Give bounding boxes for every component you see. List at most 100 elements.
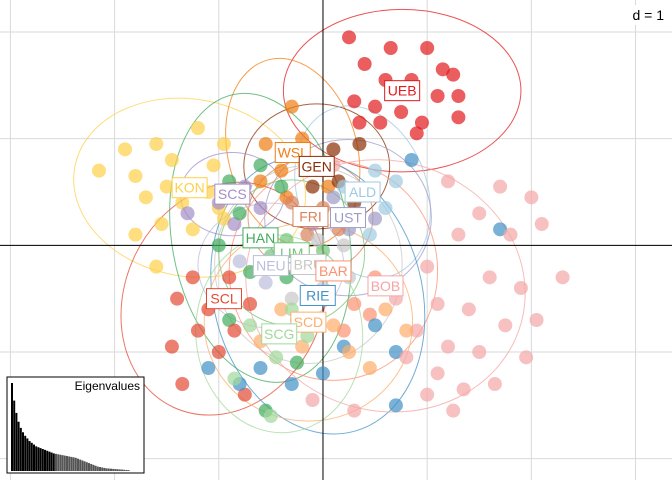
point-ueb — [352, 115, 367, 130]
point-scl — [211, 345, 226, 359]
point-rie — [388, 398, 403, 413]
point-rie — [253, 361, 268, 375]
point-scd — [274, 302, 289, 317]
eigenvalue-bar — [125, 469, 128, 471]
label-box-ueb — [384, 80, 421, 102]
eigenvalue-bar — [63, 455, 66, 471]
point-ueb — [394, 105, 409, 119]
point-ust — [368, 211, 383, 226]
point-scg — [263, 409, 278, 423]
point-ueb — [435, 62, 450, 77]
point-fri — [300, 227, 315, 242]
point-kon — [138, 190, 153, 205]
label-scg: SCG — [261, 323, 298, 345]
point-bob — [503, 227, 518, 242]
point-rie — [388, 345, 403, 359]
point-han — [232, 206, 247, 221]
point-kon — [154, 217, 169, 231]
eigenvalue-bar — [35, 446, 38, 471]
label-text-scg: SCG — [264, 326, 294, 342]
point-bob — [472, 345, 487, 359]
point-kon — [206, 158, 221, 173]
point-bob — [420, 387, 435, 402]
point-ueb — [430, 89, 445, 103]
eigenvalue-bar — [52, 453, 55, 471]
point-ueb — [373, 115, 388, 130]
point-rie — [368, 318, 383, 333]
point-bob — [461, 302, 476, 317]
point-bob — [430, 366, 445, 381]
label-text-scl: SCL — [210, 291, 237, 307]
eigenvalue-bar — [72, 457, 75, 471]
eigenvalue-bar — [92, 464, 95, 471]
point-kon — [118, 142, 133, 157]
eigenvalue-bar — [101, 467, 104, 471]
label-bob: BOB — [367, 275, 404, 297]
point-bob — [482, 270, 497, 285]
point-scl — [243, 297, 258, 311]
point-scl — [222, 270, 237, 285]
label-box-neu — [252, 255, 289, 277]
label-ust: UST — [329, 207, 366, 229]
point-rie — [493, 222, 508, 237]
eigenvalue-bar — [114, 469, 117, 471]
point-bob — [519, 350, 534, 365]
eigenvalue-bar — [11, 383, 13, 471]
point-bar — [336, 323, 351, 338]
point-scs — [253, 201, 268, 215]
label-box-bob — [367, 275, 404, 297]
point-scd — [295, 339, 310, 354]
label-box-han — [242, 227, 279, 249]
point-ueb — [420, 41, 435, 55]
point-kon — [217, 137, 231, 151]
label-box-kon — [171, 177, 208, 199]
point-bob — [446, 403, 461, 418]
point-scg — [269, 350, 284, 365]
label-text-fri: FRI — [299, 209, 322, 225]
point-kon — [91, 163, 106, 178]
label-text-kon: KON — [174, 180, 204, 196]
label-text-ald: ALD — [349, 184, 376, 200]
eigenvalue-bar — [110, 468, 112, 471]
eigenvalue-bar — [88, 463, 90, 471]
point-kon — [149, 137, 164, 151]
eigenvalues-title: Eigenvalues — [75, 379, 140, 393]
label-text-rie: RIE — [306, 287, 329, 303]
point-ueb — [383, 41, 398, 55]
label-box-rie — [299, 284, 336, 306]
eigenvalue-bar — [19, 427, 22, 471]
label-box-gen — [298, 155, 335, 177]
label-box-scg — [261, 323, 298, 345]
eigenvalue-bar — [48, 451, 51, 471]
point-neu — [258, 275, 273, 290]
eigenvalue-bar — [116, 469, 119, 471]
point-ueb — [451, 110, 466, 125]
point-scs — [227, 217, 242, 231]
eigenvalue-bar — [85, 462, 88, 471]
point-han — [222, 313, 237, 327]
eigenvalue-bar — [33, 444, 35, 471]
point-bru — [310, 233, 325, 247]
eigenvalue-bar — [77, 458, 79, 471]
label-fri: FRI — [292, 206, 329, 228]
point-bob — [305, 393, 320, 407]
eigenvalue-bar — [17, 421, 20, 471]
point-scl — [170, 291, 185, 306]
point-ald — [388, 174, 403, 189]
eigenvalue-bar — [90, 463, 93, 471]
point-scl — [164, 339, 179, 354]
point-scd — [362, 361, 377, 375]
point-bob — [534, 217, 549, 231]
eigenvalue-bars — [11, 383, 130, 471]
eigenvalue-bar — [55, 453, 57, 471]
label-text-gen: GEN — [302, 158, 332, 174]
eigenvalue-bar — [103, 467, 106, 471]
point-bob — [441, 174, 455, 189]
eigenvalues-inset: Eigenvalues — [6, 376, 145, 474]
point-rie — [201, 361, 216, 375]
ellipse-ueb — [282, 8, 522, 173]
eigenvalue-bar — [127, 470, 130, 471]
eigenvalue-bar — [30, 442, 33, 471]
